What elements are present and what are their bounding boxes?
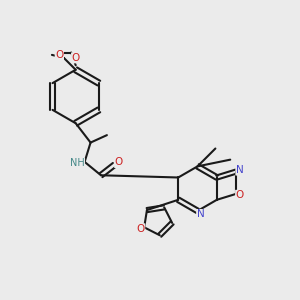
Text: O: O xyxy=(236,190,244,200)
Text: N: N xyxy=(236,165,244,175)
Text: O: O xyxy=(55,50,64,60)
Text: N: N xyxy=(197,209,204,220)
Text: O: O xyxy=(72,53,80,63)
Text: O: O xyxy=(115,158,123,167)
Text: O: O xyxy=(136,224,145,234)
Text: NH: NH xyxy=(70,158,85,168)
